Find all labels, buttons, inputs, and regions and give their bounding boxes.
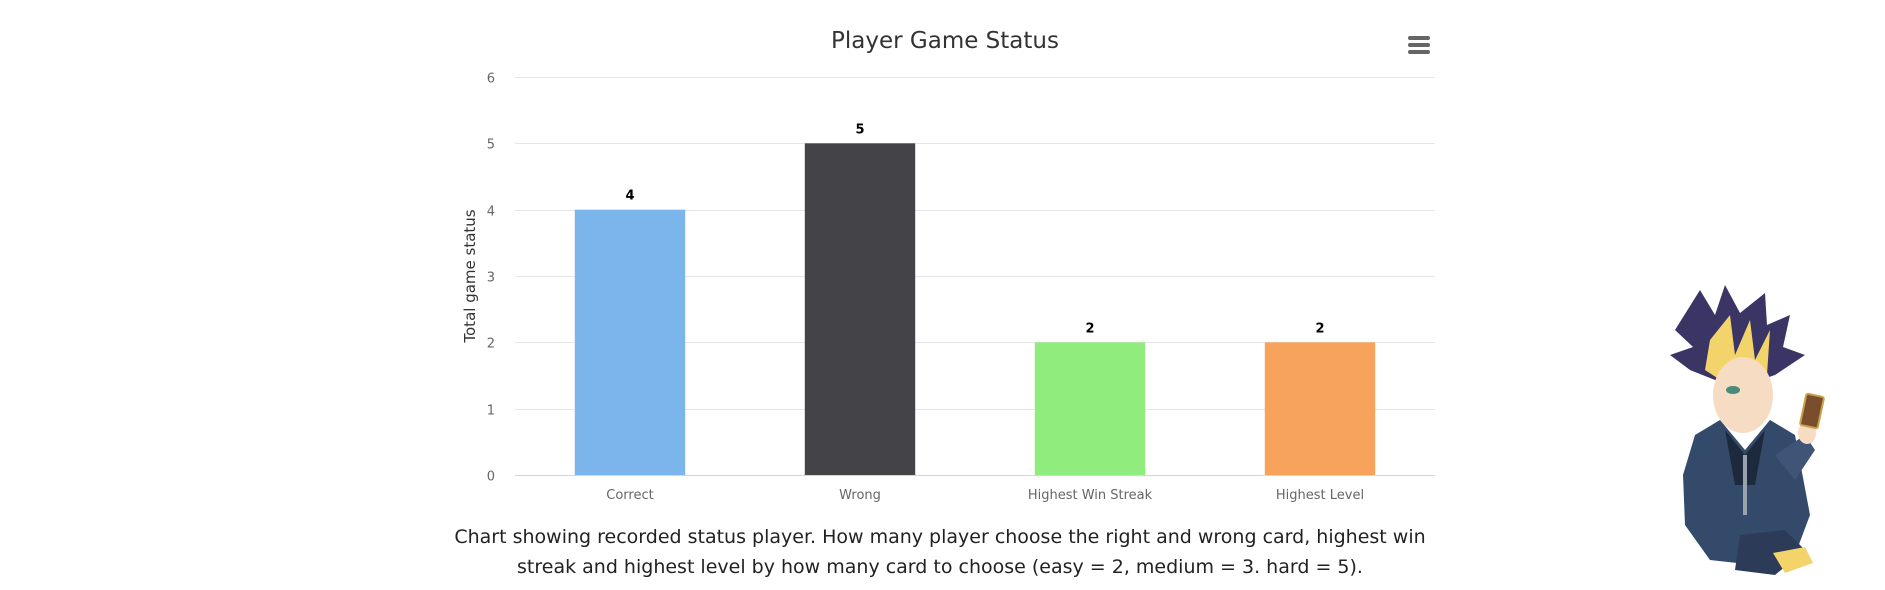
bar-highest-win-streak[interactable]: [1034, 342, 1146, 475]
x-tick-label: Wrong: [839, 488, 881, 503]
hamburger-menu-icon: [1408, 36, 1430, 54]
anime-character-holding-card-icon: [1670, 285, 1825, 575]
bars: [574, 143, 1376, 476]
x-axis-ticks: Correct Wrong Highest Win Streak Highest Le…: [606, 488, 1364, 503]
y-tick-label: 3: [487, 271, 495, 286]
x-tick-label: Correct: [606, 488, 653, 503]
data-label: 2: [1315, 321, 1324, 336]
bar-highest-level[interactable]: [1264, 342, 1376, 475]
data-label: 5: [855, 122, 864, 137]
data-label: 4: [625, 189, 634, 204]
chart-menu-button[interactable]: [1405, 32, 1435, 60]
chart-title: Player Game Status: [831, 28, 1059, 54]
chart-caption: Chart showing recorded status player. Ho…: [454, 526, 1426, 578]
bar-wrong[interactable]: [804, 143, 916, 476]
y-tick-label: 2: [487, 337, 495, 352]
y-axis-ticks: 0 1 2 3 4 5 6: [487, 72, 495, 485]
y-axis-title: Total game status: [461, 209, 479, 343]
y-tick-label: 5: [487, 138, 495, 153]
y-tick-label: 1: [487, 404, 495, 419]
y-tick-label: 0: [487, 470, 495, 485]
x-tick-label: Highest Level: [1276, 488, 1364, 503]
y-tick-label: 6: [487, 72, 495, 87]
data-label: 2: [1085, 321, 1094, 336]
x-tick-label: Highest Win Streak: [1028, 488, 1153, 503]
data-labels: 4 5 2 2: [625, 122, 1324, 336]
y-tick-label: 4: [487, 205, 495, 220]
bar-correct[interactable]: [574, 209, 686, 475]
